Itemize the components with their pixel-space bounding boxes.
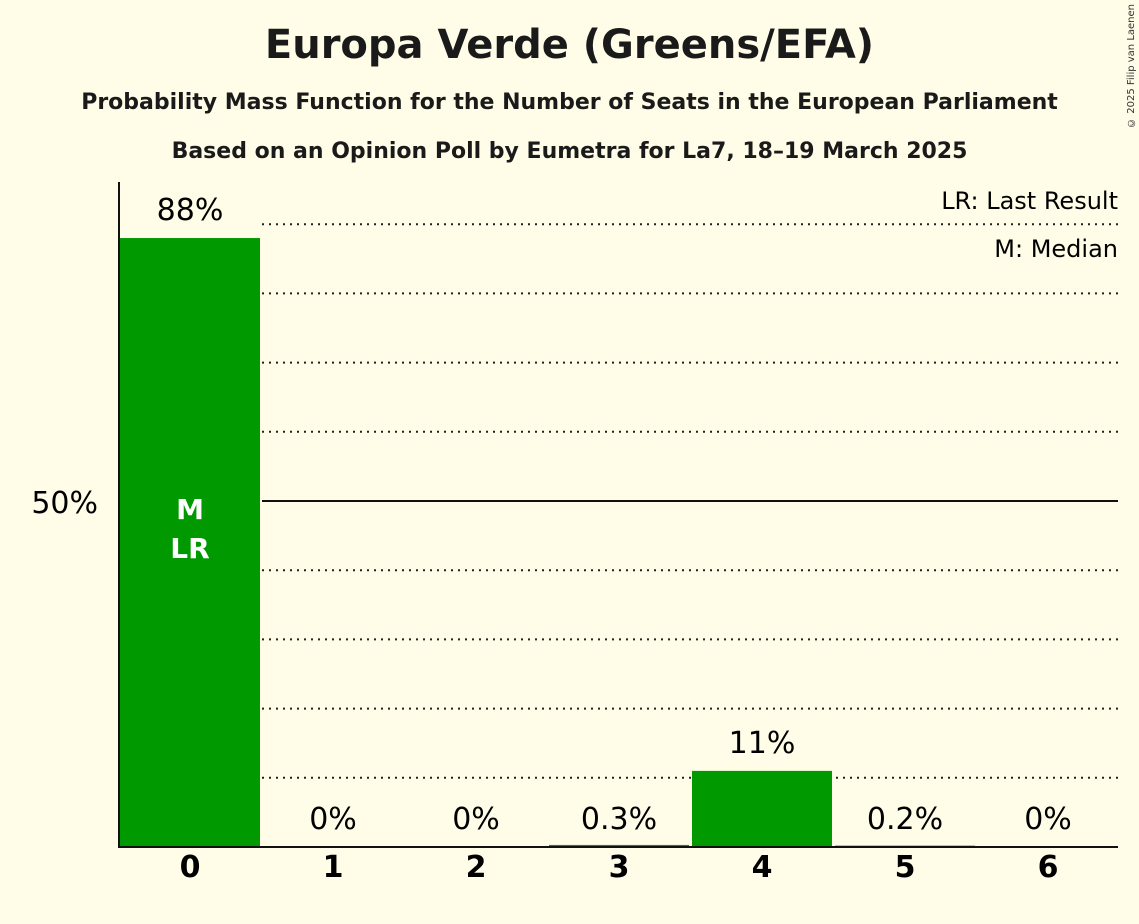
x-tick-label: 3 [609, 850, 630, 885]
x-tick-label: 6 [1038, 850, 1059, 885]
data-label: 0.2% [867, 802, 943, 837]
x-tick-label: 0 [180, 850, 201, 885]
last-result-marker: LR [170, 532, 209, 565]
data-label: 0% [309, 802, 357, 837]
bar-3 [549, 844, 689, 847]
x-tick-label: 1 [323, 850, 344, 885]
x-tick-label: 4 [752, 850, 773, 885]
legend-last-result: LR: Last Result [941, 187, 1118, 215]
bar-0 [120, 238, 260, 848]
legend-median: M: Median [994, 235, 1118, 263]
data-label: 88% [157, 193, 224, 228]
data-label: 0% [1024, 802, 1072, 837]
bar-4 [692, 770, 832, 847]
y-tick-label: 50% [31, 486, 98, 521]
x-tick-label: 5 [895, 850, 916, 885]
median-marker: M [176, 493, 204, 526]
chart-source: Based on an Opinion Poll by Eumetra for … [171, 139, 968, 164]
chart-title: Europa Verde (Greens/EFA) [264, 22, 875, 68]
data-label: 0.3% [581, 802, 657, 837]
chart-subtitle: Probability Mass Function for the Number… [81, 90, 1058, 115]
data-label: 0% [452, 802, 500, 837]
data-label: 11% [729, 726, 796, 761]
x-tick-label: 2 [466, 850, 487, 885]
